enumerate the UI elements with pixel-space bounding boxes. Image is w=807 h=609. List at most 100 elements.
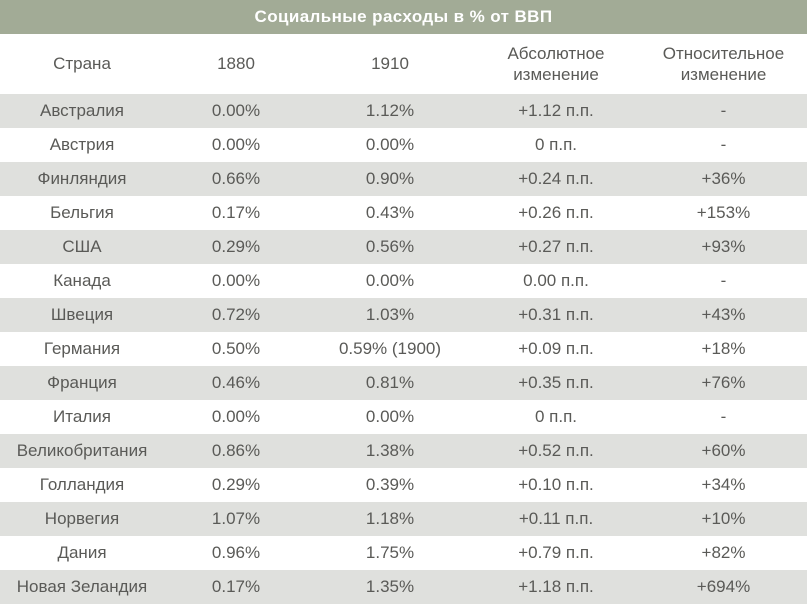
table-row: Франция0.46%0.81%+0.35 п.п.+76%	[0, 366, 807, 400]
cell: Италия	[0, 400, 164, 434]
cell: 0.00%	[164, 264, 308, 298]
cell: США	[0, 230, 164, 264]
cell: +0.52 п.п.	[472, 434, 640, 468]
cell: +0.26 п.п.	[472, 196, 640, 230]
cell: Бельгия	[0, 196, 164, 230]
col-abs-change: Абсолютное изменение	[472, 34, 640, 94]
table-row: Бельгия0.17%0.43%+0.26 п.п.+153%	[0, 196, 807, 230]
cell: 0.96%	[164, 536, 308, 570]
cell: Австралия	[0, 94, 164, 128]
cell: 0.29%	[164, 468, 308, 502]
cell: Норвегия	[0, 502, 164, 536]
cell: +0.11 п.п.	[472, 502, 640, 536]
cell: 0 п.п.	[472, 128, 640, 162]
col-1910: 1910	[308, 34, 472, 94]
cell: 0.00%	[308, 400, 472, 434]
cell: 1.35%	[308, 570, 472, 604]
cell: Германия	[0, 332, 164, 366]
cell: 0.43%	[308, 196, 472, 230]
cell: Дания	[0, 536, 164, 570]
cell: 1.03%	[308, 298, 472, 332]
table-row: Новая Зеландия0.17%1.35%+1.18 п.п.+694%	[0, 570, 807, 604]
header-row: Страна 1880 1910 Абсолютное изменение От…	[0, 34, 807, 94]
table-row: Австралия0.00%1.12%+1.12 п.п.-	[0, 94, 807, 128]
cell: +0.10 п.п.	[472, 468, 640, 502]
cell: +18%	[640, 332, 807, 366]
table-row: Норвегия1.07%1.18%+0.11 п.п.+10%	[0, 502, 807, 536]
cell: 0.56%	[308, 230, 472, 264]
cell: +0.27 п.п.	[472, 230, 640, 264]
cell: +153%	[640, 196, 807, 230]
cell: +0.09 п.п.	[472, 332, 640, 366]
cell: 1.12%	[308, 94, 472, 128]
cell: Финляндия	[0, 162, 164, 196]
cell: 0.50%	[164, 332, 308, 366]
cell: Канада	[0, 264, 164, 298]
cell: 0.00%	[308, 264, 472, 298]
cell: +1.12 п.п.	[472, 94, 640, 128]
table-row: Великобритания0.86%1.38%+0.52 п.п.+60%	[0, 434, 807, 468]
cell: 1.18%	[308, 502, 472, 536]
cell: +60%	[640, 434, 807, 468]
cell: 0.86%	[164, 434, 308, 468]
cell: +36%	[640, 162, 807, 196]
cell: +93%	[640, 230, 807, 264]
cell: -	[640, 128, 807, 162]
cell: +0.31 п.п.	[472, 298, 640, 332]
table: Социальные расходы в % от ВВП Страна 188…	[0, 0, 807, 604]
cell: 0.72%	[164, 298, 308, 332]
table-row: Австрия0.00%0.00%0 п.п.-	[0, 128, 807, 162]
cell: +694%	[640, 570, 807, 604]
cell: 1.38%	[308, 434, 472, 468]
title-row: Социальные расходы в % от ВВП	[0, 0, 807, 34]
cell: 0 п.п.	[472, 400, 640, 434]
table-row: Канада0.00%0.00%0.00 п.п.-	[0, 264, 807, 298]
table-row: США0.29%0.56%+0.27 п.п.+93%	[0, 230, 807, 264]
table-row: Швеция0.72%1.03%+0.31 п.п.+43%	[0, 298, 807, 332]
cell: 0.46%	[164, 366, 308, 400]
cell: Франция	[0, 366, 164, 400]
cell: +10%	[640, 502, 807, 536]
table-title: Социальные расходы в % от ВВП	[0, 0, 807, 34]
cell: Новая Зеландия	[0, 570, 164, 604]
cell: Великобритания	[0, 434, 164, 468]
col-rel-change: Относительное изменение	[640, 34, 807, 94]
table-row: Дания0.96%1.75%+0.79 п.п.+82%	[0, 536, 807, 570]
table-row: Финляндия0.66%0.90%+0.24 п.п.+36%	[0, 162, 807, 196]
table-row: Италия0.00%0.00%0 п.п.-	[0, 400, 807, 434]
cell: 1.75%	[308, 536, 472, 570]
table-body: Австралия0.00%1.12%+1.12 п.п.-Австрия0.0…	[0, 94, 807, 604]
cell: 0.59% (1900)	[308, 332, 472, 366]
col-country: Страна	[0, 34, 164, 94]
social-spending-table: Социальные расходы в % от ВВП Страна 188…	[0, 0, 807, 604]
cell: -	[640, 94, 807, 128]
cell: 0.90%	[308, 162, 472, 196]
cell: +34%	[640, 468, 807, 502]
cell: 0.29%	[164, 230, 308, 264]
cell: Швеция	[0, 298, 164, 332]
cell: 0.39%	[308, 468, 472, 502]
cell: +43%	[640, 298, 807, 332]
table-row: Германия0.50%0.59% (1900)+0.09 п.п.+18%	[0, 332, 807, 366]
cell: +76%	[640, 366, 807, 400]
cell: +82%	[640, 536, 807, 570]
cell: +0.79 п.п.	[472, 536, 640, 570]
cell: Австрия	[0, 128, 164, 162]
cell: 0.00%	[308, 128, 472, 162]
col-1880: 1880	[164, 34, 308, 94]
cell: 0.00%	[164, 94, 308, 128]
cell: 0.17%	[164, 570, 308, 604]
cell: 0.81%	[308, 366, 472, 400]
table-row: Голландия0.29%0.39%+0.10 п.п.+34%	[0, 468, 807, 502]
cell: +1.18 п.п.	[472, 570, 640, 604]
cell: 1.07%	[164, 502, 308, 536]
cell: 0.00%	[164, 128, 308, 162]
cell: +0.24 п.п.	[472, 162, 640, 196]
cell: +0.35 п.п.	[472, 366, 640, 400]
cell: 0.00 п.п.	[472, 264, 640, 298]
cell: 0.66%	[164, 162, 308, 196]
cell: -	[640, 400, 807, 434]
cell: Голландия	[0, 468, 164, 502]
cell: 0.17%	[164, 196, 308, 230]
cell: -	[640, 264, 807, 298]
